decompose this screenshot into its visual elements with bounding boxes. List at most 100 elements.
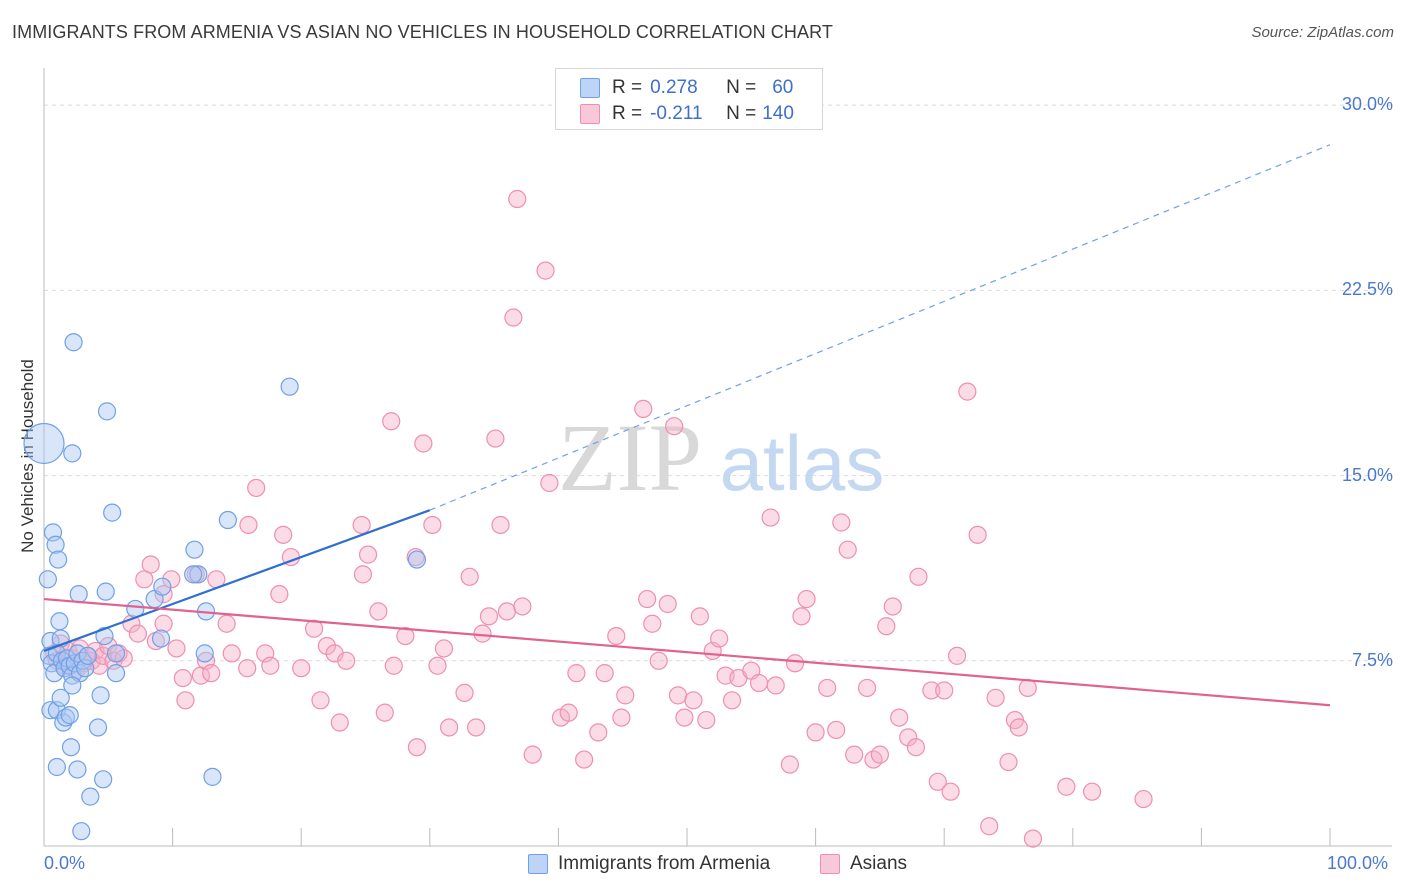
data-point-asians <box>369 602 388 621</box>
data-point-asians <box>612 708 631 727</box>
bottom-legend-swatch-blue <box>528 854 548 874</box>
data-point-armenia <box>153 577 172 596</box>
data-point-asians <box>434 639 454 658</box>
trend-lines <box>43 144 1331 707</box>
data-point-armenia <box>68 760 87 779</box>
data-point-asians <box>607 626 626 646</box>
data-point-asians <box>643 614 662 633</box>
data-point-asians <box>697 710 716 730</box>
series-asians-points <box>45 189 1153 848</box>
data-point-asians <box>491 515 510 535</box>
data-point-asians <box>986 688 1005 707</box>
legend-row-armenia: R = 0.278 N = 60 <box>580 76 793 100</box>
data-point-asians <box>407 738 427 757</box>
data-point-armenia <box>64 333 83 352</box>
data-point-asians <box>536 261 555 280</box>
data-point-asians <box>141 555 160 574</box>
data-point-asians <box>827 720 846 740</box>
data-point-asians <box>1082 782 1102 801</box>
data-point-armenia <box>69 585 88 604</box>
data-point-asians <box>883 597 902 616</box>
data-point-asians <box>473 624 492 643</box>
watermark-zip: ZIP <box>558 404 702 511</box>
legend-swatch-pink <box>580 104 600 124</box>
data-point-asians <box>1009 718 1028 737</box>
data-point-asians <box>818 678 837 698</box>
data-point-asians <box>423 515 442 535</box>
data-point-asians <box>649 651 668 670</box>
data-point-asians <box>935 681 954 700</box>
data-point-armenia <box>51 688 70 707</box>
data-point-armenia <box>94 770 113 789</box>
data-point-asians <box>922 681 941 700</box>
data-point-asians <box>792 607 811 626</box>
data-point-asians <box>455 683 474 702</box>
data-point-asians <box>589 723 608 742</box>
chart-title: IMMIGRANTS FROM ARMENIA VS ASIAN NO VEHI… <box>12 22 833 42</box>
series-armenia-points <box>23 333 427 841</box>
data-point-asians <box>154 585 173 604</box>
data-point-asians <box>559 703 578 722</box>
x-tick-label-min: 0.0% <box>44 853 86 873</box>
y-tick-label: 7.5% <box>1351 649 1393 670</box>
data-point-armenia <box>91 686 110 705</box>
data-point-asians <box>785 654 805 673</box>
data-point-asians <box>968 525 987 544</box>
data-point-asians <box>906 738 926 757</box>
data-point-asians <box>1023 829 1043 848</box>
data-point-armenia <box>81 787 100 806</box>
data-point-armenia <box>189 565 208 584</box>
data-point-asians <box>176 691 195 710</box>
data-point-asians <box>460 567 479 586</box>
data-point-asians <box>479 607 499 626</box>
data-point-asians <box>780 755 799 774</box>
watermark: ZIP atlas <box>558 404 884 511</box>
data-point-armenia <box>106 644 126 663</box>
legend-r-value: -0.211 <box>650 103 703 124</box>
data-point-asians <box>202 664 221 683</box>
data-point-asians <box>270 585 289 604</box>
data-point-asians <box>311 691 330 710</box>
data-point-armenia <box>54 713 73 732</box>
watermark-atlas: atlas <box>720 419 885 507</box>
data-point-asians <box>857 678 877 698</box>
trend-line-asians <box>43 597 1331 707</box>
data-point-asians <box>330 713 349 732</box>
data-point-asians <box>396 626 415 646</box>
legend-n-label: N = <box>726 103 757 124</box>
data-point-asians <box>358 545 378 564</box>
data-point-asians <box>428 656 447 675</box>
data-point-asians <box>384 656 403 675</box>
data-point-asians <box>1134 789 1153 809</box>
data-point-armenia <box>106 664 126 683</box>
data-point-asians <box>247 478 266 498</box>
trend-line-armenia <box>43 509 431 652</box>
data-point-asians <box>749 673 769 693</box>
data-point-armenia <box>72 822 91 841</box>
legend-r-value: 0.278 <box>650 77 698 98</box>
data-point-armenia <box>184 565 203 584</box>
data-point-asians <box>508 189 527 209</box>
data-point-asians <box>523 745 542 764</box>
data-point-asians <box>877 617 896 636</box>
data-point-asians <box>414 434 433 453</box>
data-point-asians <box>675 708 694 727</box>
data-point-armenia <box>78 646 97 665</box>
y-tick-label: 30.0% <box>1341 94 1393 115</box>
data-point-asians <box>941 782 960 801</box>
data-point-asians <box>128 624 147 643</box>
source-label: Source: ZipAtlas.com <box>1251 24 1394 41</box>
legend-n-value: 140 <box>762 103 794 124</box>
data-point-asians <box>658 594 677 614</box>
data-point-armenia <box>151 629 171 648</box>
data-point-asians <box>845 745 864 764</box>
data-point-asians <box>567 664 586 683</box>
data-point-armenia <box>50 612 69 631</box>
legend-r-label: R = <box>612 77 643 98</box>
data-point-armenia <box>103 503 122 522</box>
data-point-asians <box>870 745 890 764</box>
data-point-asians <box>352 515 371 535</box>
data-point-asians <box>668 686 688 705</box>
data-point-asians <box>238 659 257 678</box>
data-point-asians <box>838 540 857 559</box>
